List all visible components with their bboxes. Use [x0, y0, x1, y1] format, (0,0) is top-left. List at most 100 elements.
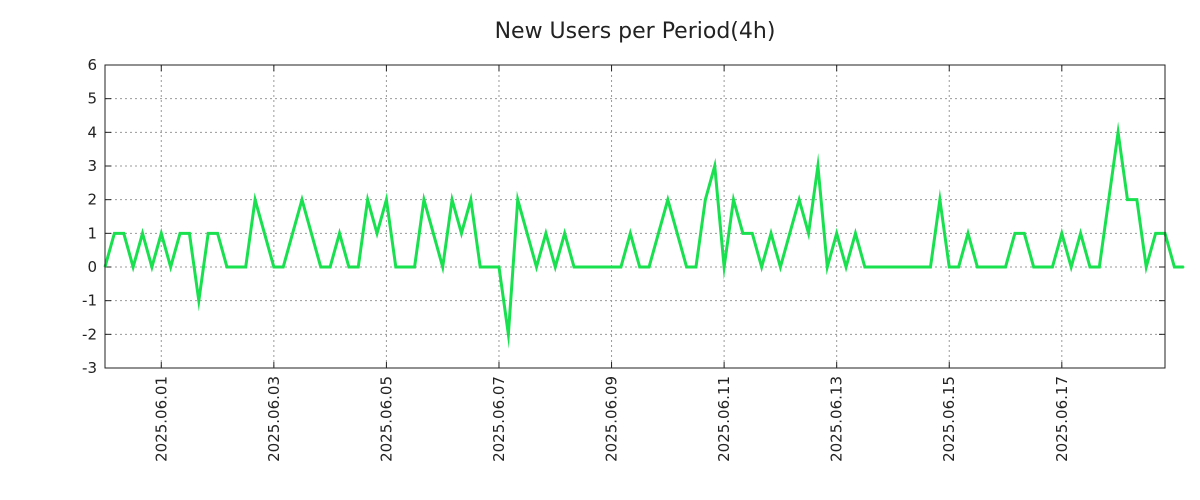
- data-point: [385, 198, 388, 201]
- data-point: [788, 232, 791, 235]
- data-point: [451, 198, 453, 201]
- data-point: [122, 232, 125, 235]
- data-point: [423, 198, 425, 201]
- data-point: [545, 232, 547, 235]
- tick-label-layer: -3 -2 -1 0 1 2 3 4 5 6 2025.06.01 2025.06.03 2025.06…: [82, 56, 1071, 462]
- y-tick-label: 0: [87, 258, 97, 276]
- data-point: [516, 198, 519, 201]
- data-point: [113, 232, 116, 235]
- data-point: [1032, 266, 1035, 268]
- data-point: [291, 232, 294, 235]
- data-point: [779, 266, 782, 268]
- data-point: [676, 232, 679, 235]
- data-point: [591, 266, 594, 268]
- data-point: [995, 266, 997, 268]
- data-point: [563, 232, 566, 235]
- chart-title: New Users per Period(4h): [495, 19, 776, 44]
- data-point: [742, 232, 744, 235]
- data-point: [901, 266, 904, 268]
- data-point: [695, 266, 697, 268]
- data-point: [460, 232, 463, 235]
- data-point: [751, 232, 754, 235]
- data-point: [1014, 232, 1016, 235]
- data-point: [1154, 232, 1157, 235]
- data-point: [723, 266, 725, 268]
- data-point: [967, 232, 969, 235]
- x-tick-label: 2025.06.01: [152, 376, 170, 462]
- data-point: [1023, 232, 1026, 235]
- data-point: [498, 266, 500, 268]
- data-point: [770, 232, 772, 235]
- data-point: [939, 198, 941, 201]
- data-point: [479, 266, 482, 268]
- x-tick-label: 2025.06.17: [1053, 376, 1071, 462]
- data-point: [338, 232, 341, 235]
- data-point: [141, 232, 144, 235]
- data-point: [1061, 232, 1063, 235]
- data-point: [441, 266, 444, 268]
- data-point: [817, 165, 819, 167]
- data-point: [1107, 198, 1110, 201]
- data-point: [648, 266, 650, 268]
- data-point: [376, 232, 378, 235]
- x-tick-label: 2025.06.11: [715, 376, 733, 462]
- y-tick-label: -1: [82, 292, 97, 310]
- data-point: [882, 266, 885, 268]
- data-point: [845, 266, 847, 268]
- data-point: [235, 266, 238, 268]
- data-point: [1117, 131, 1119, 134]
- tick-layer: [105, 64, 1165, 369]
- data-point: [1136, 198, 1138, 201]
- data-point: [601, 266, 603, 268]
- data-point: [282, 266, 285, 268]
- data-point: [413, 266, 416, 268]
- data-point: [704, 198, 707, 201]
- data-point: [169, 266, 172, 268]
- data-point: [1079, 232, 1082, 235]
- data-point: [273, 266, 275, 268]
- y-tick-label: -2: [82, 325, 97, 343]
- data-point: [620, 266, 622, 268]
- data-point: [535, 266, 538, 268]
- data-point: [488, 266, 491, 268]
- series-layer: [103, 121, 1185, 349]
- data-point: [301, 198, 303, 201]
- y-tick-label: 1: [87, 224, 97, 242]
- data-point: [394, 266, 397, 268]
- y-tick-label: 5: [87, 90, 97, 108]
- data-point: [254, 198, 256, 201]
- data-point: [760, 266, 763, 268]
- data-point: [329, 266, 331, 268]
- data-point: [798, 198, 800, 201]
- data-point: [432, 232, 435, 235]
- x-tick-label: 2025.06.15: [940, 376, 958, 462]
- series-line-new-users: [103, 121, 1184, 349]
- data-point: [357, 266, 360, 268]
- x-tick-label: 2025.06.07: [490, 376, 508, 462]
- data-point: [1042, 266, 1044, 268]
- data-point: [151, 266, 153, 268]
- data-point: [207, 232, 209, 235]
- data-point: [226, 266, 228, 268]
- data-point: [319, 266, 322, 268]
- x-tick-label: 2025.06.13: [828, 376, 846, 462]
- data-point: [610, 266, 613, 268]
- data-point: [976, 266, 979, 268]
- data-point: [685, 266, 688, 268]
- data-point: [573, 266, 575, 268]
- data-point: [948, 266, 951, 268]
- y-tick-label: 2: [87, 191, 97, 209]
- data-point: [1070, 266, 1072, 268]
- data-point: [582, 266, 585, 268]
- data-point: [713, 165, 716, 167]
- data-point: [835, 232, 838, 235]
- data-point: [657, 232, 660, 235]
- data-point: [873, 266, 876, 268]
- data-point: [526, 232, 528, 235]
- data-point: [1004, 266, 1007, 268]
- data-point: [470, 198, 472, 201]
- data-point: [957, 266, 960, 268]
- data-point: [1089, 266, 1091, 268]
- data-point: [1182, 266, 1185, 268]
